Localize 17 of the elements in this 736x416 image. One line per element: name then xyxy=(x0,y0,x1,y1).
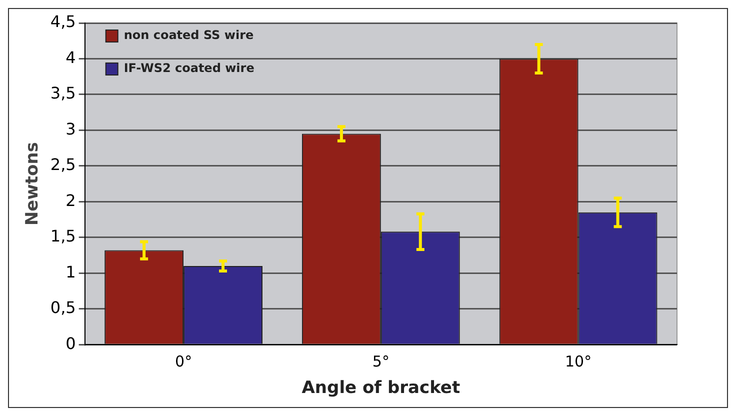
y-tick-label: 3 xyxy=(66,119,76,138)
legend-label: non coated SS wire xyxy=(124,28,254,42)
x-tick-label: 10° xyxy=(565,352,592,370)
y-tick-label: 1 xyxy=(66,262,76,282)
y-tick-label: 0,5 xyxy=(50,298,76,318)
legend-label: IF-WS2 coated wire xyxy=(124,61,254,76)
y-axis-title: Newtons xyxy=(22,142,43,226)
y-tick-label: 4,5 xyxy=(50,12,76,32)
y-tick-label: 1,5 xyxy=(50,226,76,246)
y-tick-label: 4 xyxy=(66,48,76,67)
x-axis-title: Angle of bracket xyxy=(302,378,460,398)
y-tick-label: 2,5 xyxy=(50,155,76,174)
x-tick-label: 5° xyxy=(372,352,390,370)
y-tick-label: 2 xyxy=(66,190,76,210)
y-tick-label: 0 xyxy=(66,334,76,353)
x-tick-label: 0° xyxy=(175,352,192,370)
y-tick-label: 3,5 xyxy=(50,84,76,103)
